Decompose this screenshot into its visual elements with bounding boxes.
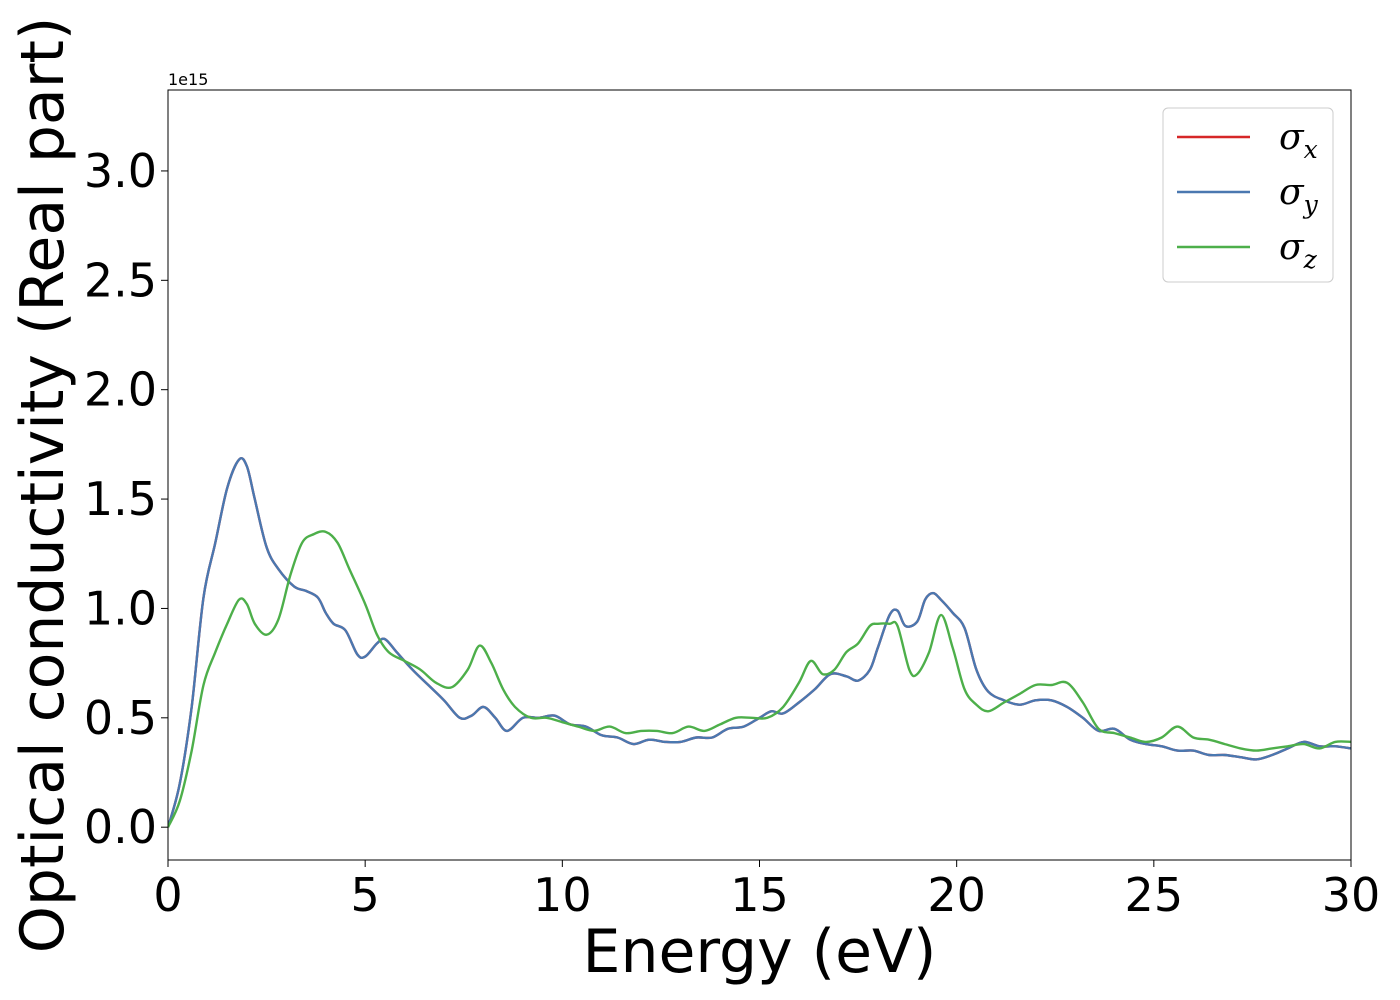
x-tick-label: 10: [533, 868, 592, 922]
y-tick-label: 1.0: [84, 581, 157, 635]
x-axis: 0 5 10 15 20 25 30: [153, 860, 1380, 922]
x-tick-label: 0: [153, 868, 182, 922]
x-tick-label: 30: [1322, 868, 1381, 922]
series-line-x: [168, 457, 1351, 828]
y-tick-label: 2.5: [84, 253, 157, 307]
legend-label-x: σx: [1279, 117, 1318, 164]
x-axis-title: Energy (eV): [583, 917, 937, 987]
y-tick-label: 2.0: [84, 363, 157, 417]
legend: σx σy σz: [1162, 107, 1334, 283]
y-tick-label: 1.5: [84, 472, 157, 526]
x-tick-label: 20: [927, 868, 986, 922]
y-axis: 0.0 0.5 1.0 1.5 2.0 2.5 3.0: [84, 144, 168, 854]
y-tick-label: 0.0: [84, 800, 157, 854]
y-tick-label: 0.5: [84, 691, 157, 745]
series-line-z: [168, 530, 1351, 828]
series-line-y: [168, 457, 1351, 828]
y-offset-label: 1e15: [168, 70, 208, 89]
legend-label-y: σy: [1279, 172, 1319, 219]
y-axis-title: Optical conductivity (Real part): [8, 17, 78, 954]
x-tick-label: 5: [351, 868, 380, 922]
legend-label-z: σz: [1279, 227, 1318, 274]
x-tick-label: 25: [1125, 868, 1184, 922]
series-layer: [168, 457, 1351, 828]
y-tick-label: 3.0: [84, 144, 157, 198]
legend-box: [1162, 107, 1334, 283]
x-tick-label: 15: [730, 868, 789, 922]
